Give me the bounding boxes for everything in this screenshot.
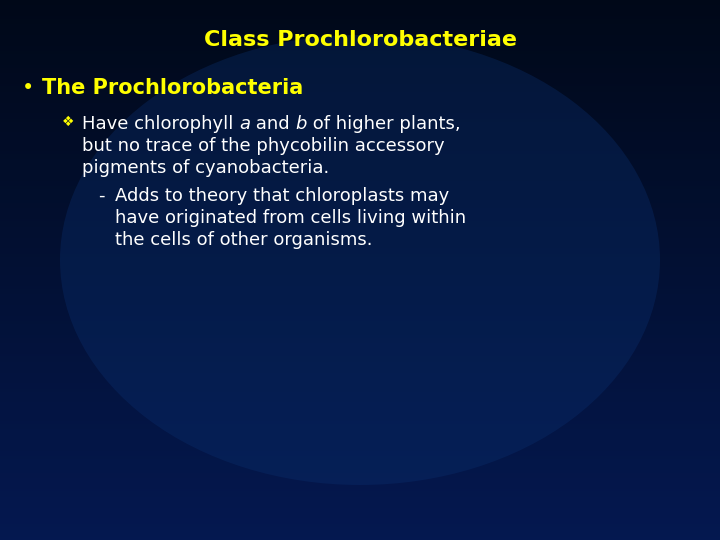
Text: -: - [98,187,104,205]
Text: Have chlorophyll: Have chlorophyll [82,115,239,133]
Text: of higher plants,: of higher plants, [307,115,461,133]
Text: Class Prochlorobacteriae: Class Prochlorobacteriae [204,30,516,50]
Text: a: a [239,115,250,133]
Text: and: and [250,115,295,133]
Text: ❖: ❖ [62,115,74,129]
Text: Adds to theory that chloroplasts may: Adds to theory that chloroplasts may [115,187,449,205]
Text: but no trace of the phycobilin accessory: but no trace of the phycobilin accessory [82,137,445,155]
Text: have originated from cells living within: have originated from cells living within [115,209,466,227]
Text: b: b [295,115,307,133]
Text: the cells of other organisms.: the cells of other organisms. [115,231,372,249]
Text: •: • [22,78,34,98]
Ellipse shape [60,35,660,485]
Text: pigments of cyanobacteria.: pigments of cyanobacteria. [82,159,329,177]
Text: The Prochlorobacteria: The Prochlorobacteria [42,78,303,98]
